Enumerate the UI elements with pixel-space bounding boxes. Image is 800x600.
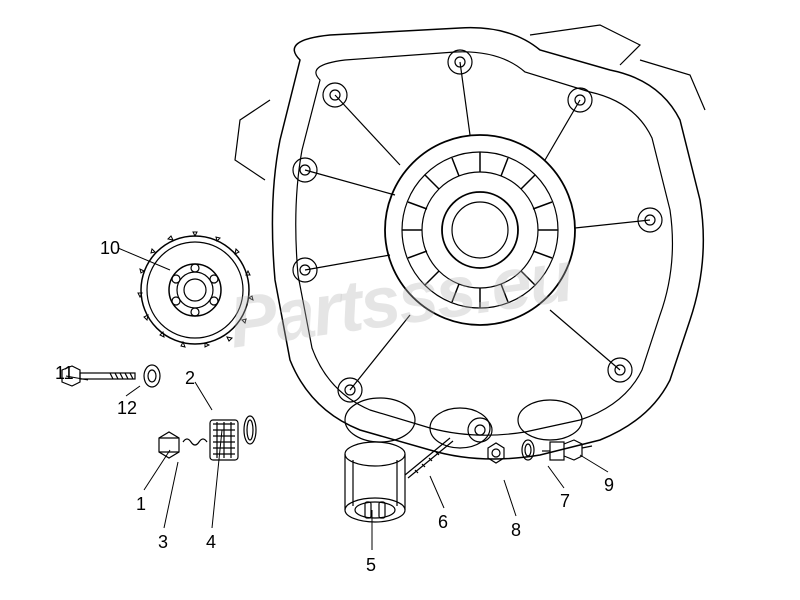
part-sensor-assembly [480,430,600,480]
callout-3: 3 [158,532,168,553]
callout-11: 11 [55,363,74,384]
callout-9: 9 [604,475,614,496]
callout-7: 7 [560,491,570,512]
callout-4: 4 [206,532,216,553]
part-starter-gear [135,230,255,350]
callout-6: 6 [438,512,448,533]
part-bolt-washer [60,362,170,392]
callout-2: 2 [185,368,195,389]
part-drain-plug-assembly [155,400,285,490]
callout-1: 1 [136,494,146,515]
callout-12: 12 [117,398,137,419]
callout-5: 5 [366,555,376,576]
part-stud [400,430,460,480]
callout-8: 8 [511,520,521,541]
parts-diagram: Partsss.eu 123456789101112 [0,0,800,600]
callout-10: 10 [100,238,120,259]
